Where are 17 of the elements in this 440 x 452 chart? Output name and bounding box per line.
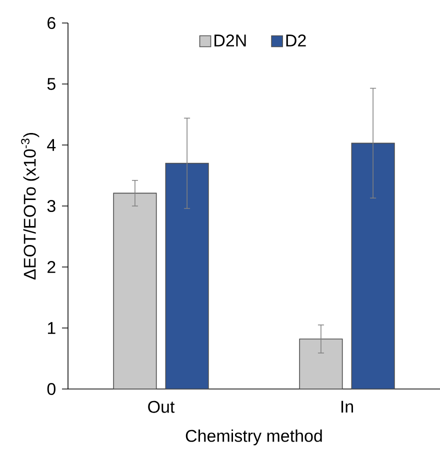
x-axis-title: Chemistry method (186, 429, 322, 446)
bar (351, 142, 395, 390)
x-tick-label: In (341, 400, 353, 413)
legend-label: D2N (214, 34, 246, 46)
y-tick-label: 3 (47, 200, 56, 212)
y-tick-label: 0 (47, 382, 56, 396)
y-tick-label: 1 (48, 322, 56, 334)
y-tick-label: 4 (47, 139, 56, 151)
y-tick-label: 5 (47, 78, 56, 90)
bar (113, 192, 157, 390)
legend-label: D2 (286, 34, 306, 46)
bar (165, 162, 209, 390)
x-tick-label: Out (148, 400, 175, 413)
y-tick-label: 6 (48, 16, 56, 30)
bar (299, 338, 343, 390)
y-axis-title: ΔEOT/EOTo (x10$^{-3}$) (21, 133, 40, 280)
y-tick-label: 2 (48, 261, 56, 273)
